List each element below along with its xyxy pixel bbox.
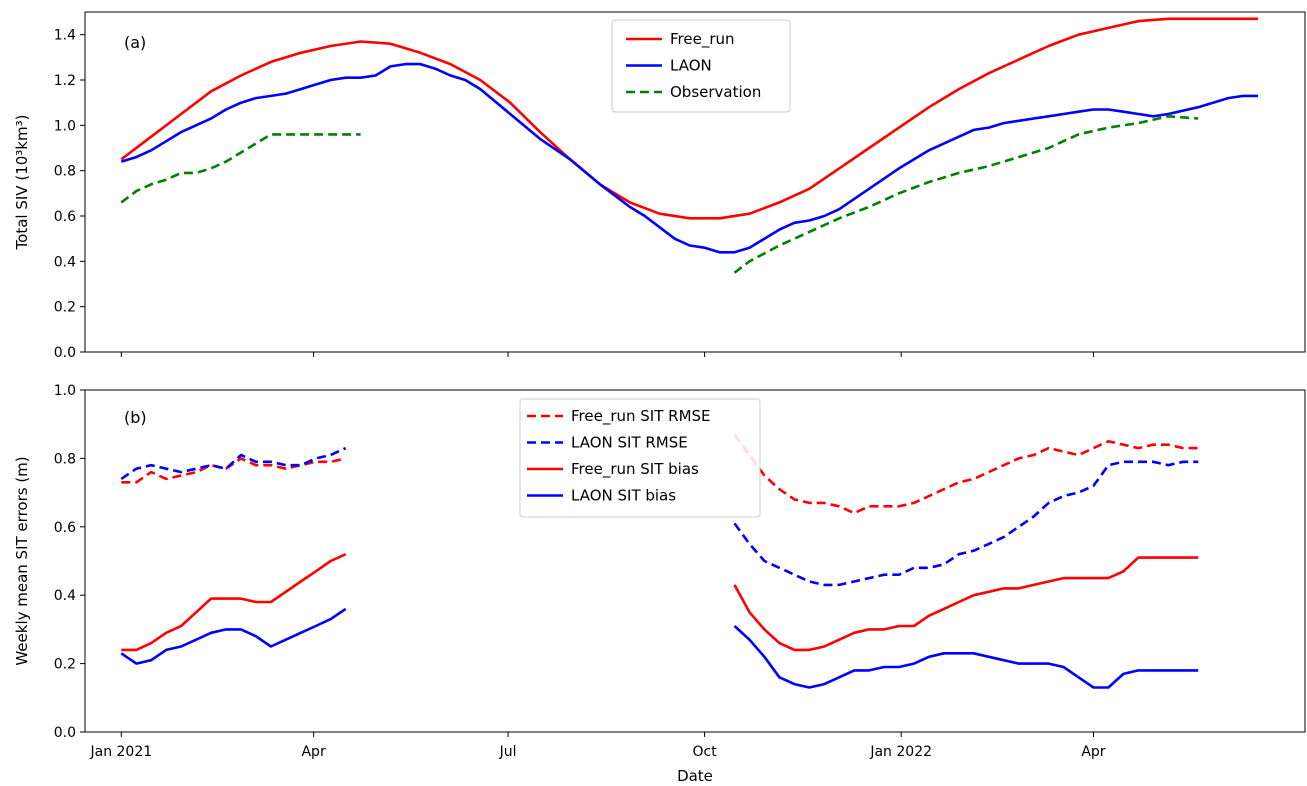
panel-a-y-tick-label: 0.6: [54, 209, 76, 225]
panel-a-x-ticks: [120, 352, 1094, 357]
legend-label-laon: LAON: [670, 57, 712, 75]
series-line-free-run-sit-bias-part-2: [733, 556, 1199, 652]
panel-b-legend-box: [519, 398, 761, 518]
panel-b-tag: (b): [124, 408, 147, 427]
panel-b-legend: Free_run SIT RMSE LAON SIT RMSE Free_run S…: [519, 398, 761, 518]
series-line-laon-sit-bias-part-1: [120, 607, 347, 665]
series-line-free-run-sit-rmse-part-2: [733, 433, 1199, 515]
x-tick-label-jan-2022: Jan 2022: [869, 744, 932, 760]
panel-b-y-tick-label: 0.8: [54, 451, 76, 467]
panel-b-y-ticks: 0.0 0.2 0.4 0.6 0.8 1.0: [54, 383, 85, 741]
panel-a-frame: [84, 11, 1306, 353]
panel-a-series: [120, 17, 1258, 274]
series-line-observation-part-2: [733, 115, 1199, 274]
x-tick-label-jul: Jul: [499, 744, 517, 760]
panel-b-x-ticks: [120, 732, 1094, 737]
legend-label-laon-sit-bias: LAON SIT bias: [571, 487, 676, 505]
legend-label-free-run: Free_run: [670, 30, 735, 49]
panel-a-legend: Free_run LAON Observation: [611, 19, 791, 113]
panel-b-y-tick-label: 0.6: [54, 520, 76, 536]
series-line-laon-sit-rmse-part-1: [120, 446, 347, 480]
panel-a-y-tick-label: 1.4: [54, 28, 76, 44]
x-tick-label-apr: Apr: [301, 744, 325, 760]
series-line-free-run-sit-rmse-part-1: [121, 457, 346, 484]
panel-b-y-tick-label: 0.2: [54, 657, 76, 673]
panel-a-y-ticks: 0.0 0.2 0.4 0.6 0.8 1.0 1.2 1.4: [54, 28, 85, 361]
x-tick-label-oct: Oct: [693, 744, 718, 760]
series-line-laon-sit-rmse-part-2: [733, 460, 1199, 587]
series-line-free-run-sit-bias-part-1: [121, 553, 347, 652]
panel-a-y-tick-label: 1.2: [54, 73, 76, 89]
series-line-observation-part-1: [120, 133, 361, 204]
panel-a-legend-box: [611, 19, 791, 113]
panel-b-y-tick-label: 1.0: [54, 383, 76, 399]
panel-a-y-tick-label: 0.0: [54, 345, 76, 361]
panel-b-y-axis-label: Weekly mean SIT errors (m): [13, 456, 31, 665]
panel-b-series: [120, 433, 1199, 689]
x-tick-label-apr: Apr: [1081, 744, 1105, 760]
panel-a-y-axis-label: Total SIV (10³km³): [13, 115, 31, 251]
series-line-free-run: [120, 17, 1258, 220]
legend-label-free-run-sit-rmse: Free_run SIT RMSE: [571, 407, 711, 426]
x-tick-label-jan-2021: Jan 2021: [89, 744, 152, 760]
panel-b-frame: [84, 389, 1306, 733]
legend-label-observation: Observation: [670, 83, 761, 101]
panel-b-y-tick-label: 0.0: [54, 725, 76, 741]
legend-label-laon-sit-rmse: LAON SIT RMSE: [571, 434, 688, 452]
panel-b-y-tick-label: 0.4: [54, 588, 76, 604]
panel-a-total-siv: 0.0 0.2 0.4 0.6 0.8 1.0 1.2 1.4 (a) Total SIV (…: [13, 11, 1306, 361]
legend-label-free-run-sit-bias: Free_run SIT bias: [571, 460, 699, 479]
panel-a-y-tick-label: 0.2: [54, 300, 76, 316]
panel-a-y-tick-label: 0.8: [54, 164, 76, 180]
series-line-laon: [120, 62, 1258, 254]
series-line-laon-sit-bias-part-2: [733, 625, 1199, 689]
x-axis-label: Date: [677, 767, 713, 785]
panel-a-y-tick-label: 0.4: [54, 254, 76, 270]
panel-a-tag: (a): [124, 33, 146, 52]
x-tick-labels: Jan 2021 Apr Jul Oct Jan 2022 Apr: [89, 744, 1105, 760]
panel-a-y-tick-label: 1.0: [54, 118, 76, 134]
panel-b-sit-errors: 0.0 0.2 0.4 0.6 0.8 1.0 (b) Weekly mean SIT e…: [13, 383, 1306, 741]
